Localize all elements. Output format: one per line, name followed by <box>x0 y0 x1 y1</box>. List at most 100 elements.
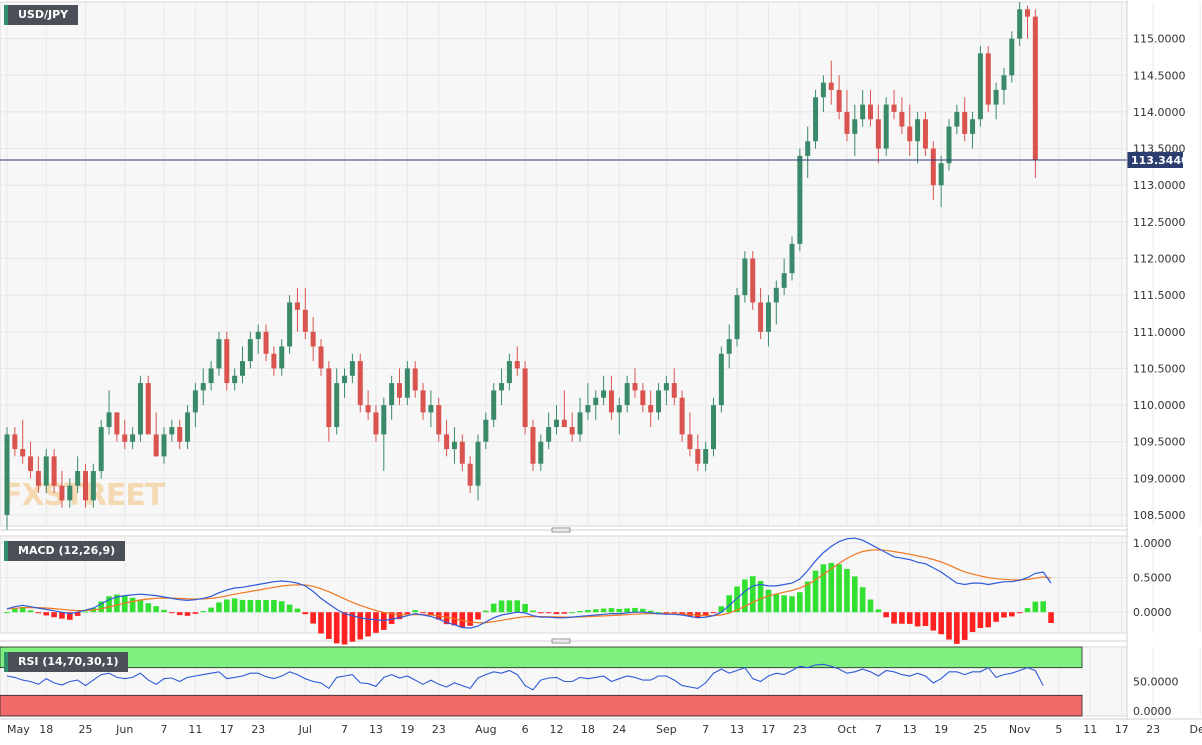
macd-histogram-bar <box>883 612 889 618</box>
bearish-candle <box>828 60 834 105</box>
bullish-candle <box>428 390 434 428</box>
candle-body <box>483 419 489 442</box>
candle-body <box>734 295 740 340</box>
candle-body <box>797 155 803 244</box>
macd-histogram-bar <box>734 586 740 613</box>
macd-histogram-bar <box>985 612 992 628</box>
macd-histogram-bar <box>545 612 552 614</box>
macd-histogram-bar <box>341 612 348 645</box>
macd-histogram-bar <box>804 581 811 613</box>
macd-histogram-bar <box>538 612 544 614</box>
macd-histogram-bar <box>59 612 65 619</box>
macd-histogram-bar <box>239 599 246 613</box>
bullish-candle <box>287 295 293 354</box>
bullish-candle <box>546 412 552 450</box>
macd-tick-label: 0.0000 <box>1133 606 1172 619</box>
macd-histogram-bar <box>710 612 717 614</box>
bullish-candle <box>4 427 10 530</box>
macd-tick-label: 0.5000 <box>1133 572 1172 585</box>
macd-histogram-bar <box>726 595 732 613</box>
candle-body <box>67 485 73 501</box>
bearish-candle <box>122 419 128 450</box>
candle-body <box>522 368 528 428</box>
bearish-candle <box>632 368 638 398</box>
bearish-candle <box>326 361 332 442</box>
candle-body <box>954 111 960 127</box>
candle-body <box>137 383 143 435</box>
candle-body <box>404 368 410 398</box>
macd-histogram-bar <box>655 612 662 614</box>
candle-body <box>365 405 371 413</box>
macd-histogram-bar <box>757 580 764 613</box>
candle-body <box>805 141 811 156</box>
macd-histogram-bar <box>969 612 976 632</box>
macd-histogram-bar <box>19 606 26 613</box>
macd-histogram-bar <box>616 608 623 613</box>
bearish-candle <box>35 456 41 494</box>
macd-histogram-bar <box>67 612 73 620</box>
bearish-candle <box>985 45 991 112</box>
macd-histogram-bar <box>35 612 42 614</box>
macd-line <box>6 537 1052 629</box>
macd-histogram-bar <box>121 595 128 613</box>
bullish-candle <box>192 383 198 428</box>
macd-histogram-bar <box>208 607 214 613</box>
x-tick-label: 17 <box>220 723 234 736</box>
x-tick-label: 13 <box>730 723 744 736</box>
x-tick-label: 7 <box>161 723 168 736</box>
bearish-candle <box>357 353 363 413</box>
macd-histogram-bar <box>522 603 528 613</box>
candle-body <box>946 126 952 164</box>
macd-histogram-bar <box>836 564 842 613</box>
macd-histogram-bar <box>906 612 913 624</box>
axis-background <box>1127 0 1202 741</box>
macd-histogram-bar <box>530 610 536 613</box>
x-tick-label: 18 <box>39 723 53 736</box>
bullish-candle <box>247 331 253 369</box>
bearish-candle <box>922 111 928 156</box>
x-tick-label: Nov <box>1009 723 1031 736</box>
macd-histogram-bar <box>647 610 654 613</box>
candle-body <box>828 82 834 90</box>
bullish-candle <box>342 368 348 398</box>
macd-histogram-bar <box>192 612 199 614</box>
macd-histogram-bar <box>867 599 874 613</box>
candle-body <box>459 441 465 464</box>
candle-body <box>397 383 402 398</box>
x-tick-label: 11 <box>1083 723 1097 736</box>
x-tick-label: Sep <box>656 723 677 736</box>
bearish-candle <box>51 449 57 494</box>
macd-histogram-bar <box>585 610 591 613</box>
candle-body <box>334 383 340 428</box>
bearish-candle <box>12 427 18 457</box>
macd-histogram-bar <box>412 610 418 613</box>
bearish-candle <box>420 383 426 420</box>
macd-histogram-bar <box>74 612 81 616</box>
macd-histogram-bar <box>742 579 748 613</box>
x-tick-label: 23 <box>793 723 807 736</box>
bearish-candle <box>263 324 269 362</box>
macd-label: MACD (12,26,9) <box>4 541 126 561</box>
candle-body <box>255 331 261 340</box>
macd-histogram-bar <box>82 611 89 613</box>
macd-histogram-bar <box>357 612 364 640</box>
candle-body <box>4 434 10 516</box>
bearish-candle <box>758 287 764 340</box>
rsi-label: RSI (14,70,30,1) <box>4 652 129 672</box>
candle-body <box>632 383 638 391</box>
candle-body <box>287 302 293 347</box>
bullish-candle <box>130 427 136 450</box>
macd-histogram-bar <box>27 610 34 613</box>
x-tick-label: 23 <box>251 723 265 736</box>
macd-histogram-bar <box>176 612 183 616</box>
bearish-candle <box>891 89 897 120</box>
rsi-tick-label: 0.0000 <box>1133 705 1172 718</box>
bearish-candle <box>224 331 230 391</box>
candle-body <box>608 390 614 413</box>
candle-body <box>161 434 167 457</box>
candle-body <box>130 434 136 442</box>
candle-body <box>922 119 928 149</box>
candle-body <box>601 390 607 398</box>
candle-body <box>813 97 819 142</box>
